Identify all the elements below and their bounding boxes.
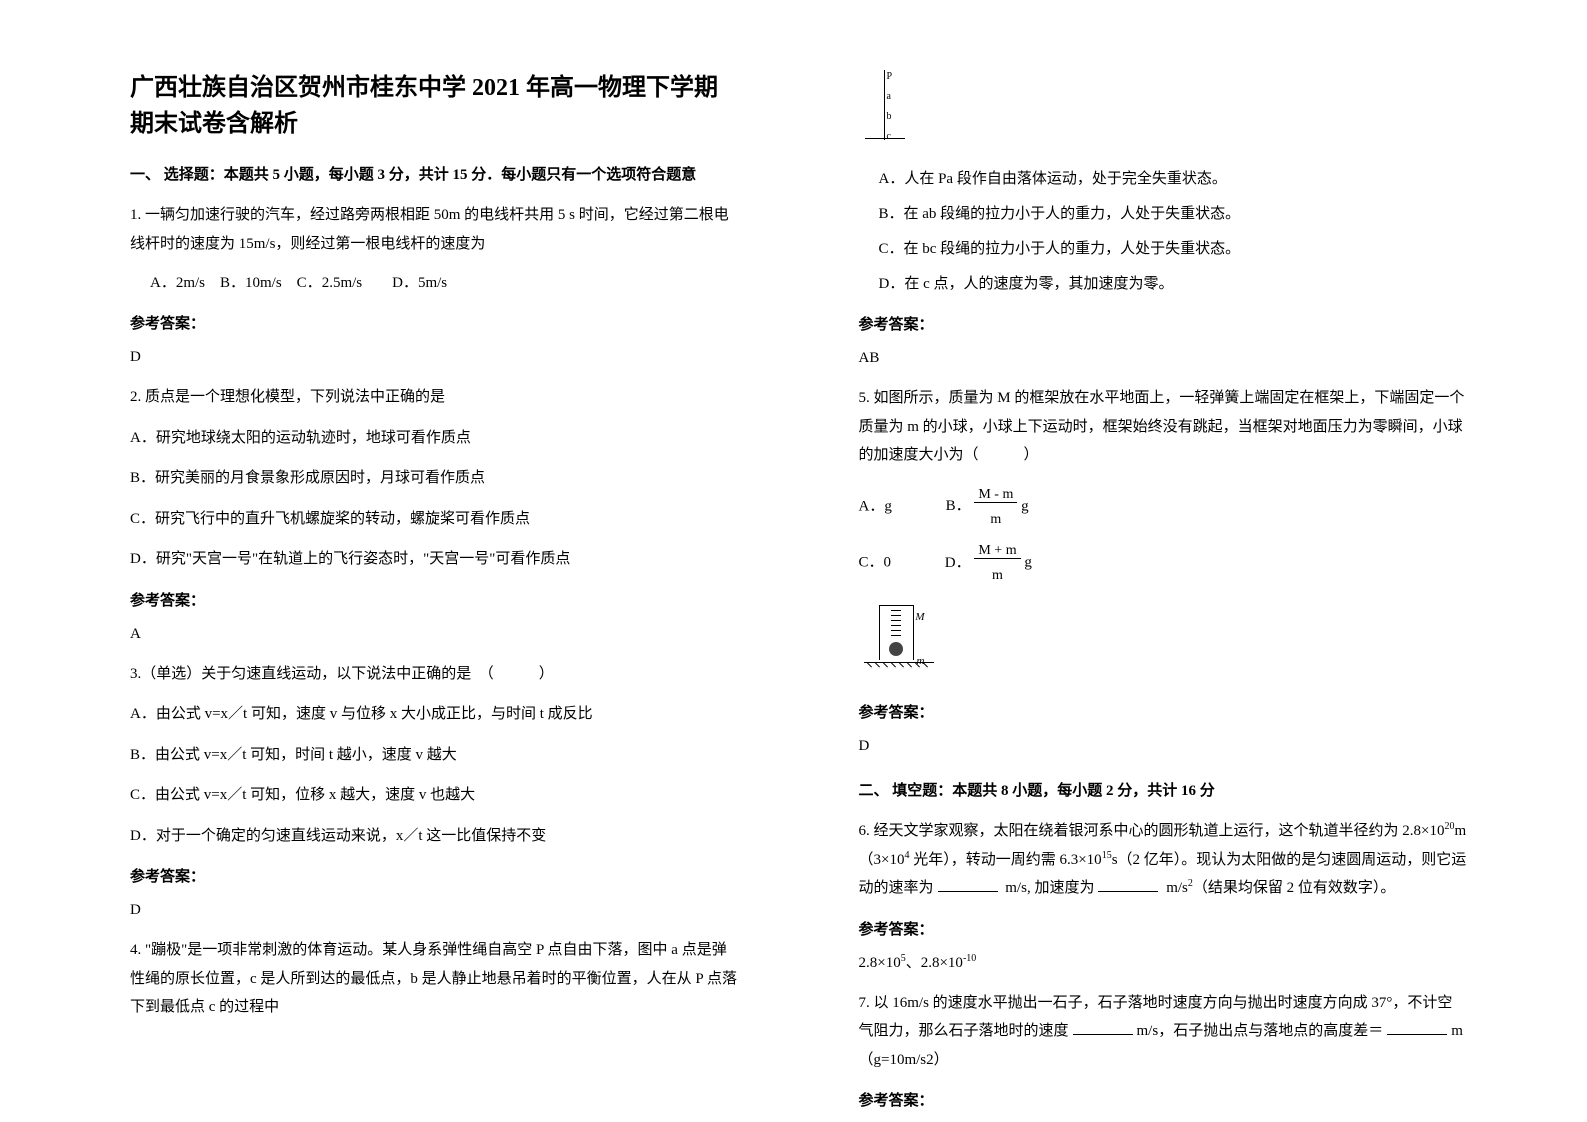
q7-stem: 7. 以 16m/s 的速度水平抛出一石子，石子落地时速度方向与抛出时速度方向成… <box>859 989 1468 1075</box>
q6-p1: 6. 经天文学家观察，太阳在绕着银河系中心的圆形轨道上运行，这个轨道半径约为 2… <box>859 823 1445 839</box>
rope-diagram: P a b c <box>859 70 909 150</box>
q3-answer-label: 参考答案： <box>130 864 739 891</box>
q6-ans-mid: 、2.8×10 <box>906 955 963 971</box>
q1-answer: D <box>130 344 739 371</box>
q5-answer-label: 参考答案： <box>859 700 1468 727</box>
point-p: P <box>887 68 893 86</box>
q5-b-prefix: B． <box>946 498 971 514</box>
q2-d: D．研究"天宫一号"在轨道上的飞行姿态时，"天宫一号"可看作质点 <box>130 545 739 574</box>
q6-u1: m/s, 加速度为 <box>1002 880 1095 896</box>
q3-answer: D <box>130 897 739 924</box>
q5-a: A．g <box>859 498 892 514</box>
q6-answer-label: 参考答案： <box>859 917 1468 944</box>
q3-a: A．由公式 v=x／t 可知，速度 v 与位移 x 大小成正比，与时间 t 成反… <box>130 700 739 729</box>
q5-d-bot: m <box>988 568 1007 583</box>
q3-b: B．由公式 v=x／t 可知，时间 t 越小，速度 v 越大 <box>130 741 739 770</box>
q7-blank2 <box>1387 1034 1447 1035</box>
q4-d: D．在 c 点，人的速度为零，其加速度为零。 <box>879 271 1468 298</box>
label-big-m: M <box>915 608 924 628</box>
q5-row2: C．0 D． M + m m g <box>859 538 1468 588</box>
q2-b: B．研究美丽的月食景象形成原因时，月球可看作质点 <box>130 464 739 493</box>
q5-stem: 5. 如图所示，质量为 M 的框架放在水平地面上，一轻弹簧上端固定在框架上，下端… <box>859 384 1468 470</box>
q6-u2: m/s <box>1162 880 1187 896</box>
q6-sup3: 15 <box>1102 850 1112 861</box>
q5-b-fraction: M - m m <box>974 482 1017 532</box>
q6-stem: 6. 经天文学家观察，太阳在绕着银河系中心的圆形轨道上运行，这个轨道半径约为 2… <box>859 817 1468 903</box>
q6-p5: （结果均保留 2 位有效数字）。 <box>1193 880 1396 896</box>
q7-answer-label: 参考答案： <box>859 1088 1468 1115</box>
q7-u1: m/s，石子抛出点与落地点的高度差＝ <box>1137 1023 1384 1039</box>
q4-c: C．在 bc 段绳的拉力小于人的重力，人处于失重状态。 <box>879 236 1468 263</box>
section1-heading: 一、 选择题：本题共 5 小题，每小题 3 分，共计 15 分．每小题只有一个选… <box>130 162 739 189</box>
q3-stem: 3.（单选）关于匀速直线运动，以下说法中正确的是 （ ） <box>130 660 739 689</box>
q5-d-fraction: M + m m <box>974 538 1020 588</box>
point-b: b <box>887 108 892 126</box>
q1-answer-label: 参考答案： <box>130 311 739 338</box>
q6-sup1: 20 <box>1444 821 1454 832</box>
q6-blank1 <box>938 891 998 892</box>
q4-stem: 4. "蹦极"是一项非常刺激的体育运动。某人身系弹性绳自高空 P 点自由下落，图… <box>130 936 739 1022</box>
q4-b: B．在 ab 段绳的拉力小于人的重力，人处于失重状态。 <box>879 201 1468 228</box>
q5-d-suffix: g <box>1024 555 1032 571</box>
q2-answer-label: 参考答案： <box>130 588 739 615</box>
q5-b-top: M - m <box>974 487 1017 503</box>
q6-blank2 <box>1098 891 1158 892</box>
point-a: a <box>887 88 891 106</box>
q6-p3: 光年），转动一周约需 6.3×10 <box>909 852 1101 868</box>
q7-blank1 <box>1073 1034 1133 1035</box>
q2-stem: 2. 质点是一个理想化模型，下列说法中正确的是 <box>130 383 739 412</box>
q6-ans-p1: 2.8×10 <box>859 955 901 971</box>
q5-b-suffix: g <box>1021 498 1029 514</box>
q4-answer-label: 参考答案： <box>859 312 1468 339</box>
q5-b-bot: m <box>986 512 1005 527</box>
q5-d-prefix: D． <box>945 555 971 571</box>
q6-ans-sup2: -10 <box>963 953 976 964</box>
q4-a: A．人在 Pa 段作自由落体运动，处于完全失重状态。 <box>879 166 1468 193</box>
q1-stem: 1. 一辆匀加速行驶的汽车，经过路旁两根相距 50m 的电线杆共用 5 s 时间… <box>130 201 739 258</box>
point-c: c <box>887 128 891 146</box>
q1-options: A．2m/s B．10m/s C．2.5m/s D．5m/s <box>150 270 739 297</box>
page-title: 广西壮族自治区贺州市桂东中学 2021 年高一物理下学期期末试卷含解析 <box>130 70 739 142</box>
spring-diagram: M m <box>859 600 939 680</box>
q5-d-top: M + m <box>974 543 1020 559</box>
q5-row1: A．g B． M - m m g <box>859 482 1468 532</box>
q3-c: C．由公式 v=x／t 可知，位移 x 越大，速度 v 也越大 <box>130 781 739 810</box>
q2-a: A．研究地球绕太阳的运动轨迹时，地球可看作质点 <box>130 424 739 453</box>
q5-answer: D <box>859 733 1468 760</box>
q6-answer: 2.8×105、2.8×10-10 <box>859 950 1468 977</box>
q3-d: D．对于一个确定的匀速直线运动来说，x／t 这一比值保持不变 <box>130 822 739 851</box>
q5-c: C．0 <box>859 555 892 571</box>
section2-heading: 二、 填空题：本题共 8 小题，每小题 2 分，共计 16 分 <box>859 778 1468 805</box>
q4-answer: AB <box>859 345 1468 372</box>
q2-answer: A <box>130 621 739 648</box>
q2-c: C．研究飞行中的直升飞机螺旋桨的转动，螺旋桨可看作质点 <box>130 505 739 534</box>
